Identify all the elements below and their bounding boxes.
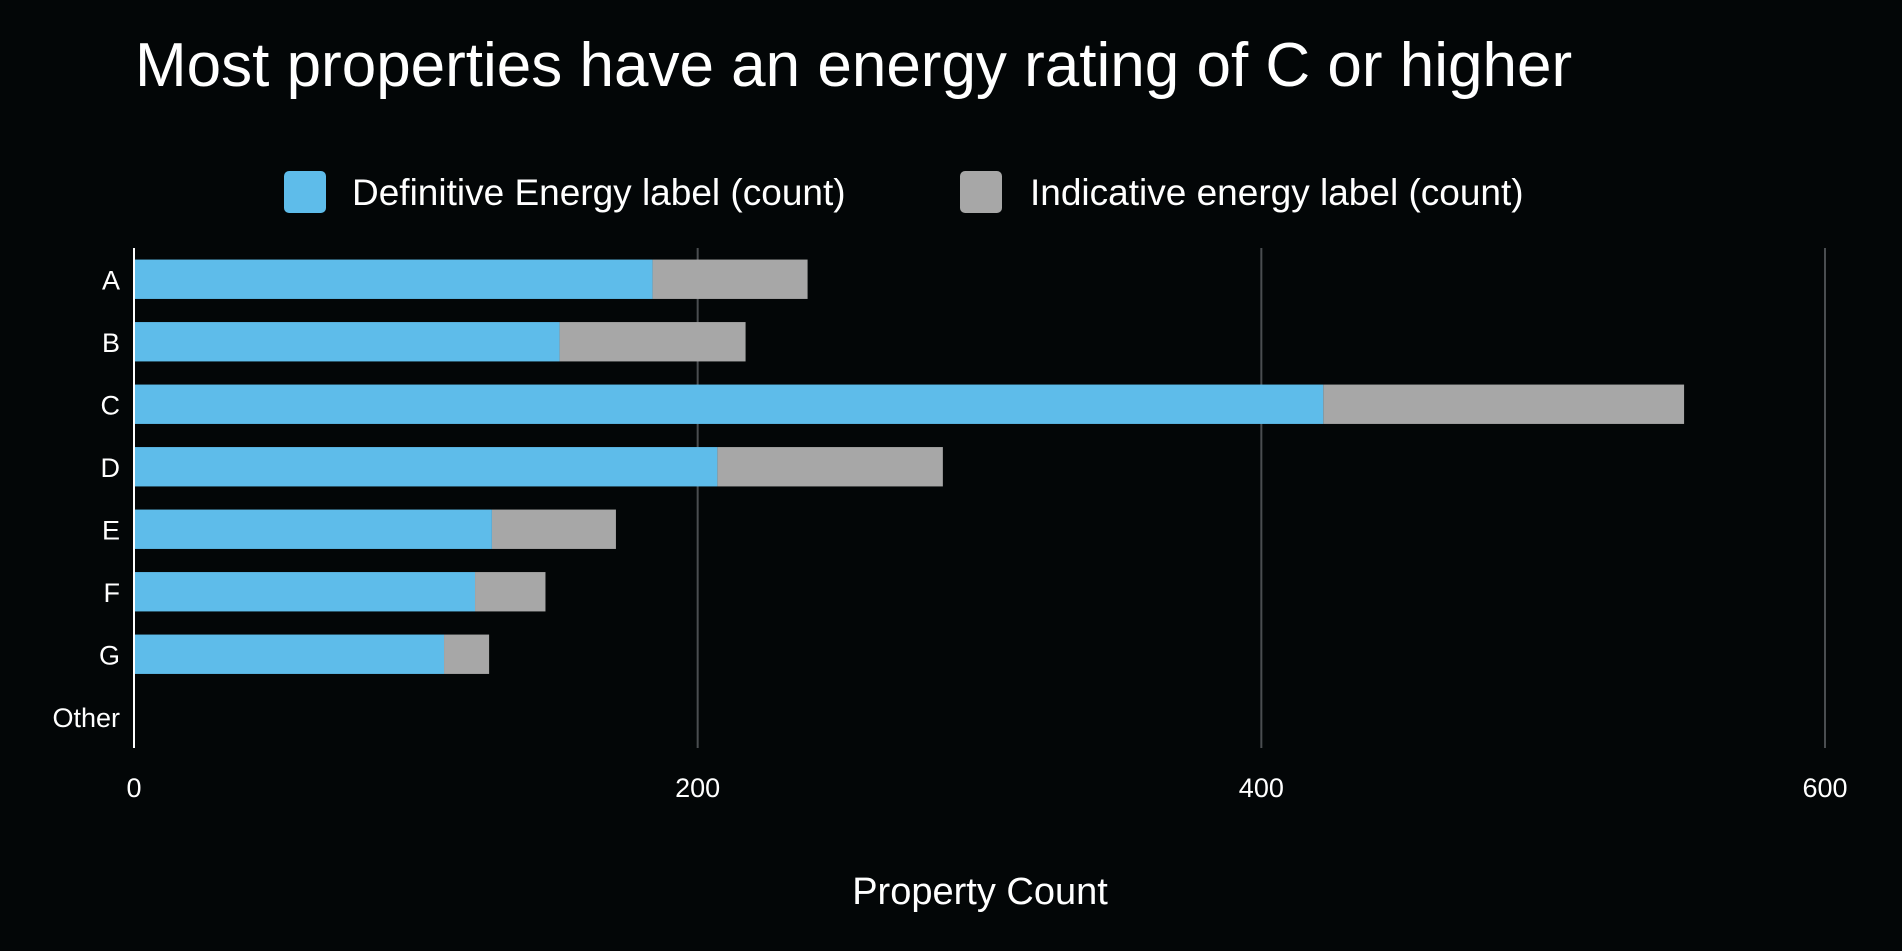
y-tick-label-f: F bbox=[104, 578, 121, 608]
legend-swatch-definitive bbox=[284, 171, 326, 213]
x-axis-ticks: 0 200 400 600 bbox=[126, 773, 1847, 803]
x-tick-label-200: 200 bbox=[675, 773, 720, 803]
y-tick-label-b: B bbox=[102, 328, 120, 358]
bar-d-indicative bbox=[717, 447, 943, 487]
legend-label-indicative: Indicative energy label (count) bbox=[1030, 172, 1524, 213]
bar-a-indicative bbox=[652, 259, 808, 299]
y-tick-label-c: C bbox=[101, 390, 121, 420]
legend: Definitive Energy label (count) Indicati… bbox=[284, 171, 1524, 213]
bar-g-definitive bbox=[134, 634, 445, 674]
y-axis-ticks: A B C D E F G Other bbox=[52, 265, 120, 733]
x-tick-label-400: 400 bbox=[1239, 773, 1284, 803]
bar-f-definitive bbox=[134, 572, 476, 612]
legend-swatch-indicative bbox=[960, 171, 1002, 213]
bar-c-indicative bbox=[1323, 384, 1685, 424]
gridlines bbox=[696, 248, 1826, 748]
bar-d-definitive bbox=[134, 447, 718, 487]
bar-c-definitive bbox=[134, 384, 1324, 424]
bar-g-indicative bbox=[444, 634, 490, 674]
y-tick-label-e: E bbox=[102, 515, 120, 545]
bar-b-indicative bbox=[559, 322, 746, 362]
x-axis-label: Property Count bbox=[852, 871, 1108, 913]
y-tick-label-d: D bbox=[101, 453, 121, 483]
x-tick-label-0: 0 bbox=[126, 773, 141, 803]
bar-a-definitive bbox=[134, 259, 653, 299]
bars bbox=[134, 259, 1685, 674]
x-tick-label-600: 600 bbox=[1802, 773, 1847, 803]
legend-label-definitive: Definitive Energy label (count) bbox=[352, 172, 846, 213]
y-tick-label-g: G bbox=[99, 640, 120, 670]
chart-title: Most properties have an energy rating of… bbox=[135, 31, 1572, 100]
bar-b-definitive bbox=[134, 322, 560, 362]
y-tick-label-a: A bbox=[102, 265, 120, 295]
bar-e-definitive bbox=[134, 509, 492, 549]
bar-e-indicative bbox=[491, 509, 616, 549]
y-tick-label-other: Other bbox=[52, 703, 120, 733]
bar-f-indicative bbox=[475, 572, 546, 612]
